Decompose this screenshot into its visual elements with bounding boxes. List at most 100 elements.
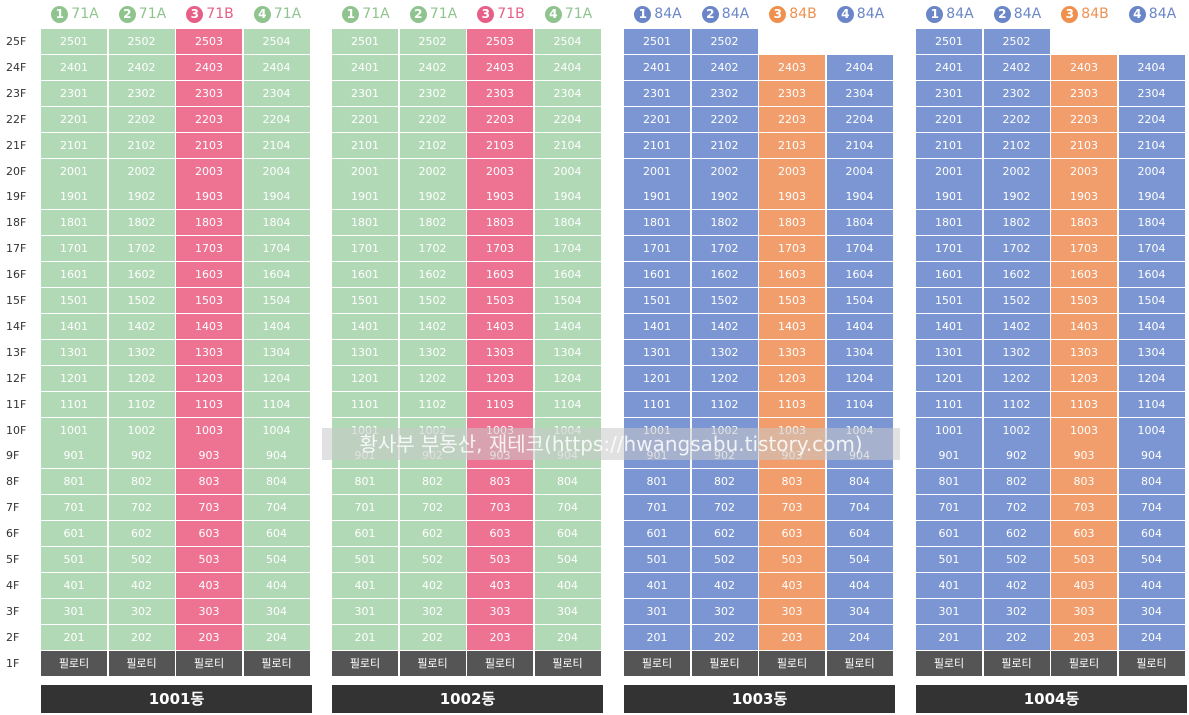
unit-cell[interactable]: 2101 bbox=[41, 132, 107, 158]
unit-cell[interactable]: 1701 bbox=[916, 236, 982, 262]
unit-cell[interactable]: 304 bbox=[826, 598, 893, 624]
unit-cell[interactable]: 2102 bbox=[983, 132, 1050, 158]
unit-cell[interactable]: 503 bbox=[759, 547, 825, 572]
unit-cell[interactable]: 2301 bbox=[332, 80, 398, 106]
unit-cell[interactable]: 1902 bbox=[108, 184, 175, 210]
unit-cell[interactable]: 1704 bbox=[534, 236, 601, 262]
unit-cell[interactable]: 1203 bbox=[467, 365, 533, 391]
unit-cell[interactable]: 1201 bbox=[41, 365, 107, 391]
unit-cell[interactable]: 1801 bbox=[41, 210, 107, 236]
unit-cell[interactable]: 302 bbox=[691, 598, 758, 624]
unit-cell[interactable]: 501 bbox=[916, 547, 982, 572]
unit-cell[interactable]: 304 bbox=[243, 598, 310, 624]
unit-cell[interactable]: 602 bbox=[108, 521, 175, 547]
unit-cell[interactable]: 303 bbox=[176, 598, 242, 624]
unit-cell[interactable]: 203 bbox=[1051, 624, 1117, 650]
unit-cell[interactable]: 1202 bbox=[691, 365, 758, 391]
unit-cell[interactable]: 1702 bbox=[691, 236, 758, 262]
unit-cell[interactable]: 301 bbox=[332, 598, 398, 624]
unit-cell[interactable]: 803 bbox=[176, 469, 242, 495]
unit-cell[interactable]: 503 bbox=[1051, 547, 1117, 572]
unit-cell[interactable]: 2501 bbox=[916, 29, 982, 54]
unit-cell[interactable]: 904 bbox=[243, 443, 310, 469]
unit-cell[interactable]: 1704 bbox=[826, 236, 893, 262]
unit-cell[interactable]: 802 bbox=[399, 469, 466, 495]
unit-cell[interactable]: 2503 bbox=[467, 29, 533, 54]
unit-cell[interactable]: 403 bbox=[759, 572, 825, 598]
unit-cell[interactable]: 404 bbox=[534, 572, 601, 598]
unit-cell[interactable]: 601 bbox=[332, 521, 398, 547]
unit-cell[interactable]: 2402 bbox=[983, 54, 1050, 80]
unit-cell[interactable]: 1402 bbox=[691, 313, 758, 339]
unit-cell[interactable]: 1902 bbox=[983, 184, 1050, 210]
unit-cell[interactable]: 804 bbox=[534, 469, 601, 495]
unit-cell[interactable]: 401 bbox=[916, 572, 982, 598]
unit-cell[interactable]: 401 bbox=[332, 572, 398, 598]
unit-cell[interactable]: 601 bbox=[624, 521, 690, 547]
unit-cell[interactable]: 1504 bbox=[826, 288, 893, 313]
unit-cell[interactable]: 701 bbox=[916, 495, 982, 521]
unit-cell[interactable]: 1501 bbox=[916, 288, 982, 313]
unit-cell[interactable]: 1902 bbox=[399, 184, 466, 210]
unit-cell[interactable]: 1103 bbox=[1051, 391, 1117, 417]
unit-cell[interactable]: 204 bbox=[243, 624, 310, 650]
unit-cell[interactable]: 1504 bbox=[243, 288, 310, 313]
unit-cell[interactable]: 202 bbox=[691, 624, 758, 650]
unit-cell[interactable]: 2302 bbox=[983, 80, 1050, 106]
unit-cell[interactable]: 1701 bbox=[624, 236, 690, 262]
unit-cell[interactable]: 2104 bbox=[534, 132, 601, 158]
unit-cell[interactable]: 1502 bbox=[691, 288, 758, 313]
unit-cell[interactable]: 1802 bbox=[691, 210, 758, 236]
unit-cell[interactable]: 2102 bbox=[399, 132, 466, 158]
unit-cell[interactable]: 2304 bbox=[1118, 80, 1185, 106]
unit-cell[interactable]: 1601 bbox=[916, 262, 982, 288]
unit-cell[interactable]: 604 bbox=[243, 521, 310, 547]
unit-cell[interactable]: 503 bbox=[176, 547, 242, 572]
unit-cell[interactable]: 2201 bbox=[41, 106, 107, 132]
unit-cell[interactable]: 1101 bbox=[332, 391, 398, 417]
unit-cell[interactable]: 1001 bbox=[41, 417, 107, 443]
unit-cell[interactable]: 802 bbox=[691, 469, 758, 495]
unit-cell[interactable]: 202 bbox=[108, 624, 175, 650]
unit-cell[interactable]: 2002 bbox=[108, 158, 175, 184]
unit-cell[interactable]: 2401 bbox=[916, 54, 982, 80]
unit-cell[interactable]: 1301 bbox=[332, 339, 398, 365]
unit-cell[interactable]: 1002 bbox=[108, 417, 175, 443]
unit-cell[interactable]: 1403 bbox=[759, 313, 825, 339]
unit-cell[interactable]: 601 bbox=[916, 521, 982, 547]
unit-cell[interactable]: 2302 bbox=[399, 80, 466, 106]
unit-cell[interactable]: 2303 bbox=[467, 80, 533, 106]
unit-cell[interactable]: 603 bbox=[176, 521, 242, 547]
unit-cell[interactable]: 704 bbox=[1118, 495, 1185, 521]
unit-cell[interactable]: 2002 bbox=[691, 158, 758, 184]
unit-cell[interactable]: 502 bbox=[399, 547, 466, 572]
unit-cell[interactable]: 2203 bbox=[759, 106, 825, 132]
unit-cell[interactable]: 1804 bbox=[826, 210, 893, 236]
unit-cell[interactable]: 1903 bbox=[1051, 184, 1117, 210]
unit-cell[interactable]: 1004 bbox=[243, 417, 310, 443]
unit-cell[interactable]: 402 bbox=[983, 572, 1050, 598]
unit-cell[interactable]: 804 bbox=[826, 469, 893, 495]
unit-cell[interactable]: 302 bbox=[399, 598, 466, 624]
unit-cell[interactable]: 2104 bbox=[826, 132, 893, 158]
unit-cell[interactable]: 2204 bbox=[243, 106, 310, 132]
unit-cell[interactable]: 1602 bbox=[399, 262, 466, 288]
unit-cell[interactable]: 404 bbox=[243, 572, 310, 598]
unit-cell[interactable]: 1202 bbox=[399, 365, 466, 391]
unit-cell[interactable]: 1603 bbox=[467, 262, 533, 288]
unit-cell[interactable]: 1503 bbox=[1051, 288, 1117, 313]
unit-cell[interactable]: 2502 bbox=[691, 29, 758, 54]
unit-cell[interactable]: 1501 bbox=[332, 288, 398, 313]
unit-cell[interactable]: 1503 bbox=[467, 288, 533, 313]
unit-cell[interactable]: 2502 bbox=[983, 29, 1050, 54]
unit-cell[interactable]: 2201 bbox=[916, 106, 982, 132]
unit-cell[interactable]: 403 bbox=[1051, 572, 1117, 598]
unit-cell[interactable]: 703 bbox=[467, 495, 533, 521]
unit-cell[interactable]: 2203 bbox=[176, 106, 242, 132]
unit-cell[interactable]: 2003 bbox=[176, 158, 242, 184]
unit-cell[interactable]: 2003 bbox=[467, 158, 533, 184]
unit-cell[interactable]: 1203 bbox=[176, 365, 242, 391]
unit-cell[interactable]: 2303 bbox=[759, 80, 825, 106]
unit-cell[interactable]: 2202 bbox=[399, 106, 466, 132]
unit-cell[interactable]: 301 bbox=[624, 598, 690, 624]
